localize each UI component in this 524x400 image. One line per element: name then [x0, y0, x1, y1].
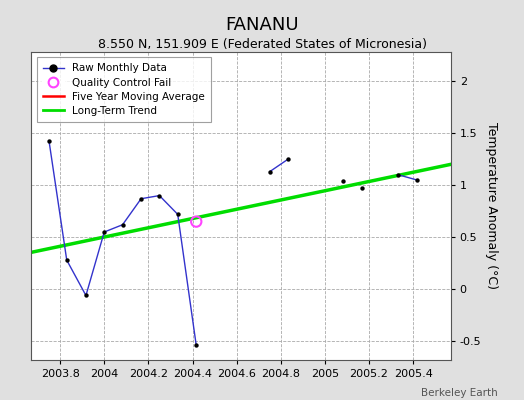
Point [173, 211, 182, 218]
Point [155, 192, 163, 199]
Point [192, 342, 201, 349]
Point [82, 292, 90, 299]
Legend: Raw Monthly Data, Quality Control Fail, Five Year Moving Average, Long-Term Tren: Raw Monthly Data, Quality Control Fail, … [37, 57, 211, 122]
Y-axis label: Temperature Anomaly (°C): Temperature Anomaly (°C) [485, 122, 498, 290]
Point [62, 257, 71, 263]
Text: 8.550 N, 151.909 E (Federated States of Micronesia): 8.550 N, 151.909 E (Federated States of … [97, 38, 427, 51]
Point [284, 156, 292, 162]
Point [45, 138, 53, 145]
Point [413, 177, 421, 183]
Text: FANANU: FANANU [225, 16, 299, 34]
Point [394, 172, 402, 178]
Point [339, 178, 347, 184]
Text: Berkeley Earth: Berkeley Earth [421, 388, 498, 398]
Point [192, 218, 201, 225]
Point [100, 229, 108, 235]
Point [118, 222, 127, 228]
Point [357, 185, 366, 192]
Point [137, 196, 145, 202]
Point [266, 168, 274, 175]
